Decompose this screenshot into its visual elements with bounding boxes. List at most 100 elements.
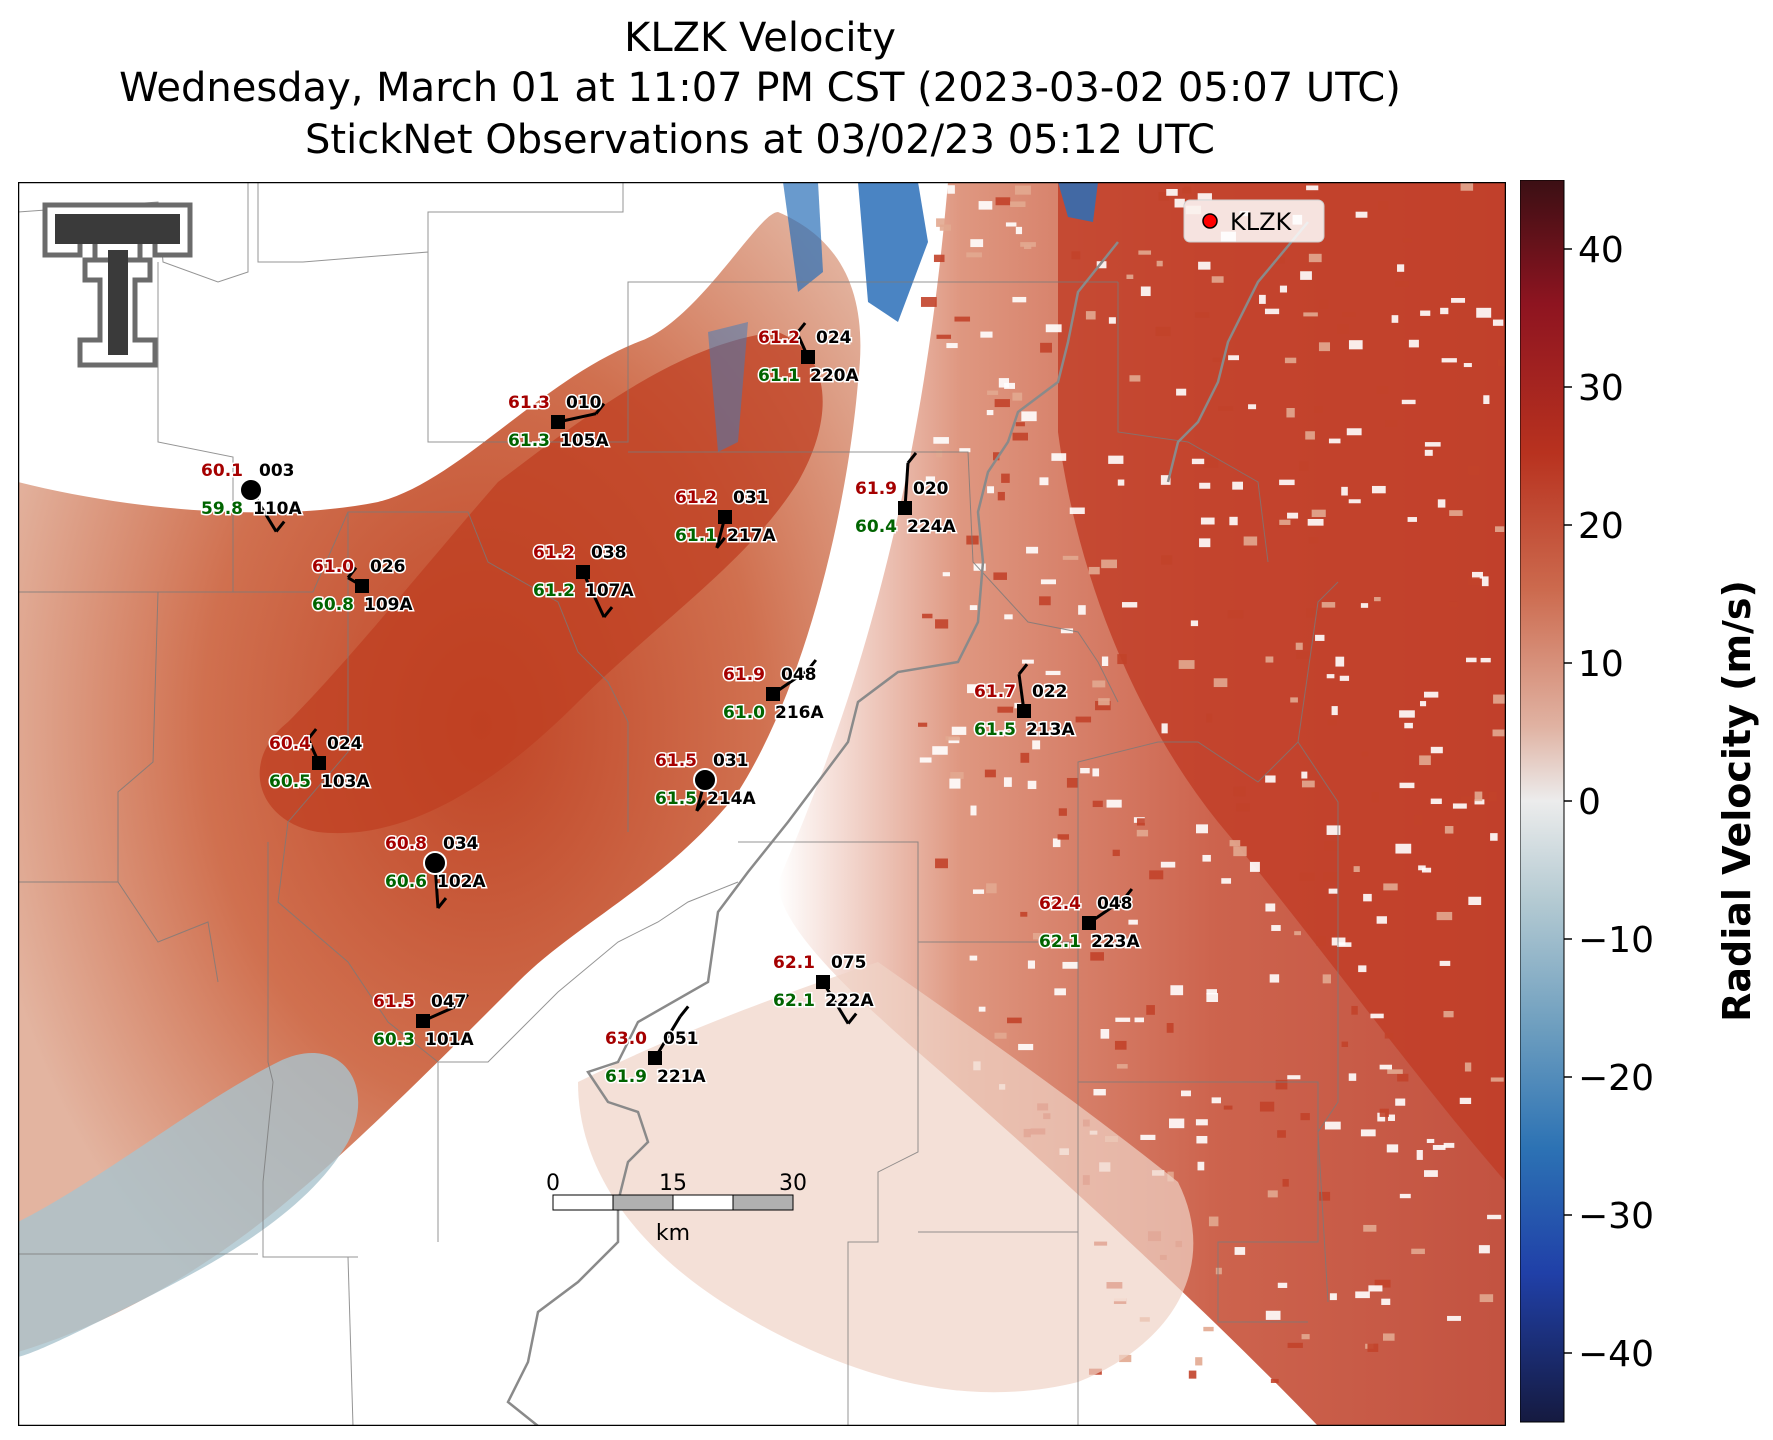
station-222a[interactable]: 62.1 075 62.1 222A (772, 952, 876, 1025)
echo-speckle (1295, 642, 1303, 650)
echo-speckle (1249, 861, 1260, 872)
colorbar-tick-label: 40 (1578, 230, 1624, 271)
echo-speckle (1229, 516, 1238, 526)
echo-speckle (1203, 1326, 1214, 1332)
station-220a[interactable]: 61.2 024 61.1 220A (757, 322, 861, 388)
echo-speckle (1430, 798, 1442, 805)
echo-speckle (1444, 826, 1454, 834)
station-marker-square (551, 415, 565, 429)
echo-speckle (1196, 1135, 1208, 1144)
echo-speckle (1368, 1285, 1383, 1292)
station-107a[interactable]: 61.2 038 61.2 107A (532, 542, 636, 619)
echo-speckle (1233, 786, 1246, 797)
station-216a[interactable]: 61.9 048 61.0 216A (722, 659, 826, 725)
echo-speckle (1346, 428, 1362, 436)
station-103a[interactable]: 60.4 024 60.5 103A (268, 728, 372, 794)
echo-speckle (1146, 1005, 1155, 1015)
echo-speckle (1311, 509, 1326, 518)
echo-speckle (1190, 620, 1199, 627)
echo-speckle (1326, 674, 1335, 679)
echo-speckle (1259, 1101, 1275, 1112)
echo-speckle (1420, 701, 1427, 707)
echo-speckle (1282, 1178, 1289, 1187)
station-110a[interactable]: 60.1 003 59.8 110A (200, 460, 304, 533)
colorbar-tick-label: 30 (1578, 368, 1624, 409)
echo-speckle (1306, 608, 1318, 618)
station-224a[interactable]: 61.9 020 60.4 224A (854, 451, 958, 539)
echo-speckle (1360, 603, 1369, 608)
echo-speckle (1287, 1075, 1301, 1080)
echo-speckle (1202, 854, 1211, 862)
echo-speckle (1374, 597, 1381, 602)
echo-speckle (1404, 722, 1413, 729)
echo-speckle (1324, 1121, 1341, 1130)
echo-speckle (1051, 453, 1067, 461)
echo-speckle (1015, 422, 1025, 427)
echo-speckle (1460, 796, 1475, 803)
echo-speckle (1483, 395, 1490, 405)
station-102a[interactable]: 60.8 034 60.6 102A (384, 833, 488, 910)
echo-speckle (1140, 286, 1151, 297)
echo-speckle (1270, 1378, 1279, 1383)
echo-speckle (1156, 260, 1163, 267)
echo-speckle (1323, 872, 1339, 882)
echo-speckle (1155, 326, 1171, 337)
echo-speckle (1088, 566, 1100, 575)
echo-speckle (987, 390, 999, 395)
station-223a[interactable]: 62.4 048 62.1 223A (1038, 888, 1142, 954)
echo-speckle (1277, 1130, 1286, 1138)
echo-speckle (1062, 555, 1079, 560)
echo-speckle (1387, 1069, 1403, 1074)
echo-speckle (1300, 271, 1312, 280)
station-id: 217A (727, 526, 776, 546)
echo-speckle (1474, 799, 1485, 805)
echo-speckle (1432, 1144, 1446, 1150)
station-id: 216A (775, 703, 824, 723)
velocity-echoes (18, 182, 1506, 1426)
station-217a[interactable]: 61.2 031 61.1 217A (674, 487, 778, 549)
station-101a[interactable]: 61.5 047 60.3 101A (372, 991, 476, 1052)
echo-speckle (1336, 324, 1350, 334)
echo-speckle (1301, 1334, 1310, 1340)
echo-speckle (1121, 602, 1138, 608)
echo-speckle (995, 197, 1011, 206)
station-temp: 61.5 (655, 751, 697, 771)
station-213a[interactable]: 61.7 022 61.5 213A (973, 663, 1077, 742)
echo-speckle (1228, 355, 1240, 361)
station-109a[interactable]: 61.0 026 60.8 109A (311, 556, 415, 617)
echo-speckle (1108, 317, 1116, 324)
echo-speckle (1328, 888, 1338, 894)
echo-speckle (1495, 526, 1505, 532)
echo-speckle (959, 448, 971, 453)
echo-speckle (1319, 299, 1329, 310)
echo-speckle (1351, 1005, 1358, 1015)
echo-speckle (1115, 1017, 1131, 1022)
echo-speckle (1296, 651, 1311, 659)
echo-speckle (933, 254, 945, 263)
colorbar-gradient (1520, 180, 1565, 1423)
echo-speckle (1058, 808, 1067, 816)
echo-speckle (1361, 751, 1369, 757)
echo-speckle (1119, 1354, 1132, 1363)
echo-speckle (1026, 546, 1039, 554)
echo-speckle (1267, 1190, 1278, 1198)
wind-barb-flag (695, 799, 706, 812)
echo-speckle (1324, 841, 1340, 851)
station-wind-dir: 003 (259, 461, 295, 481)
station-temp: 60.1 (201, 461, 243, 481)
station-wind-dir: 031 (733, 488, 769, 508)
echo-speckle (1447, 1315, 1461, 1321)
station-wind-dir: 020 (913, 479, 949, 499)
station-temp: 61.2 (758, 328, 800, 348)
echo-speckle (1443, 1142, 1455, 1148)
echo-speckle (1175, 1328, 1186, 1337)
echo-speckle (922, 203, 932, 214)
station-105a[interactable]: 61.3 010 61.3 105A (507, 392, 611, 453)
station-214a[interactable]: 61.5 031 61.5 214A (654, 750, 758, 812)
wind-barb-flag (906, 451, 918, 464)
echo-speckle (1451, 297, 1466, 303)
echo-speckle (1194, 312, 1210, 318)
echo-speckle (1093, 1089, 1106, 1096)
station-221a[interactable]: 63.0 051 61.9 221A (604, 1005, 708, 1089)
echo-inbound-mid (708, 322, 748, 452)
